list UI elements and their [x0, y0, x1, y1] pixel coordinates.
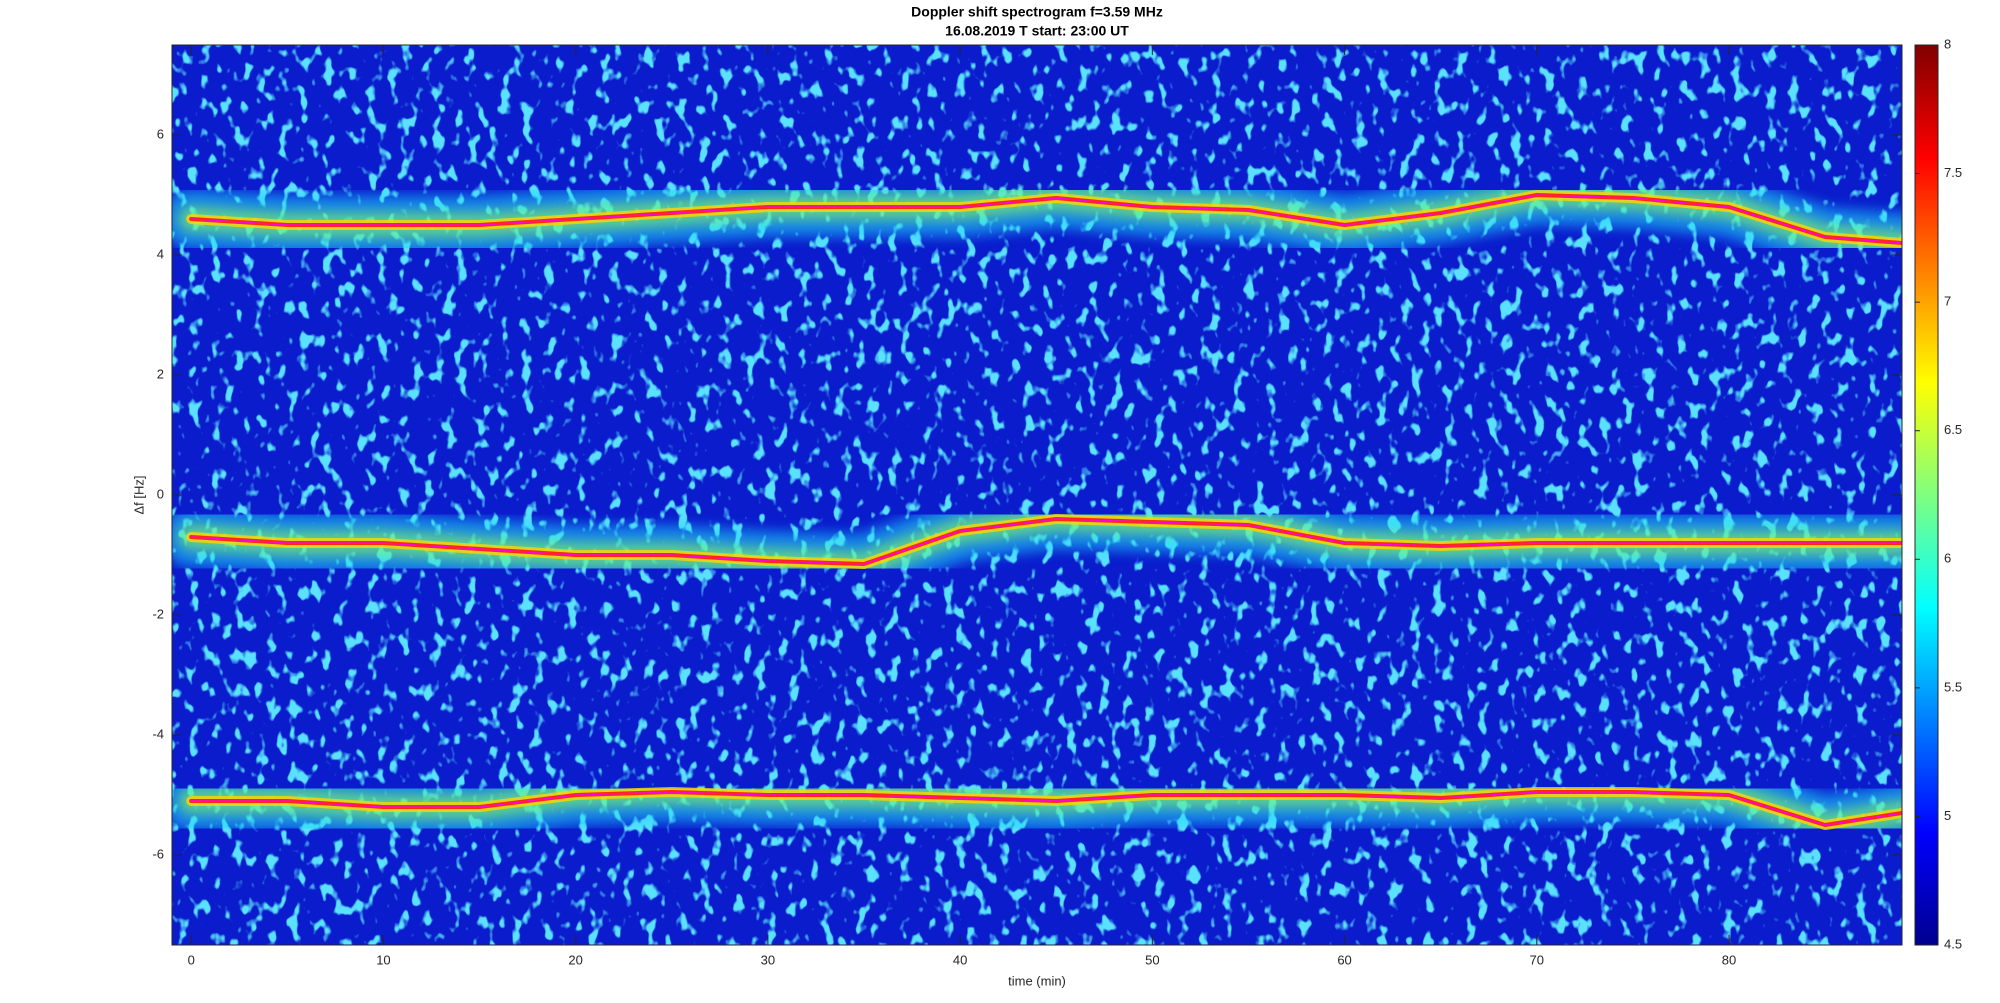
colorbar-tick-label: 7 [1944, 294, 1951, 309]
x-tick-label: 50 [1145, 952, 1159, 967]
y-tick-label: -6 [152, 846, 164, 861]
trace-line [190, 518, 1902, 565]
colorbar [1914, 44, 1939, 946]
y-tick-label: -4 [152, 726, 164, 741]
y-tick-label: -2 [152, 606, 164, 621]
x-tick-label: 70 [1530, 952, 1544, 967]
bands [172, 165, 1902, 855]
x-tick-label: 10 [376, 952, 390, 967]
colorbar-tick-label: 5.5 [1944, 679, 1962, 694]
y-tick-label: 6 [157, 126, 164, 141]
chart-subtitle: 16.08.2019 T start: 23:00 UT [945, 23, 1129, 39]
y-tick-label: 0 [157, 486, 164, 501]
chart-title: Doppler shift spectrogram f=3.59 MHz [911, 4, 1163, 20]
colorbar-tick-label: 4.5 [1944, 936, 1962, 951]
x-tick-label: 20 [568, 952, 582, 967]
y-tick-label: 4 [157, 246, 164, 261]
colorbar-tick-label: 6 [1944, 551, 1951, 566]
colorbar-tick-label: 8 [1944, 36, 1951, 51]
x-tick-label: 30 [761, 952, 775, 967]
x-tick-label: 60 [1337, 952, 1351, 967]
x-tick-label: 40 [953, 952, 967, 967]
x-axis-label: time (min) [1008, 973, 1066, 988]
trace-line [190, 791, 1902, 826]
x-tick-label: 0 [188, 952, 195, 967]
y-tick-label: 2 [157, 366, 164, 381]
trace-line [190, 194, 1902, 244]
colorbar-tick-label: 7.5 [1944, 165, 1962, 180]
x-tick-label: 80 [1722, 952, 1736, 967]
y-axis-label: Δf [Hz] [131, 475, 146, 514]
colorbar-tick-label: 6.5 [1944, 422, 1962, 437]
colorbar-tick-label: 5 [1944, 808, 1951, 823]
